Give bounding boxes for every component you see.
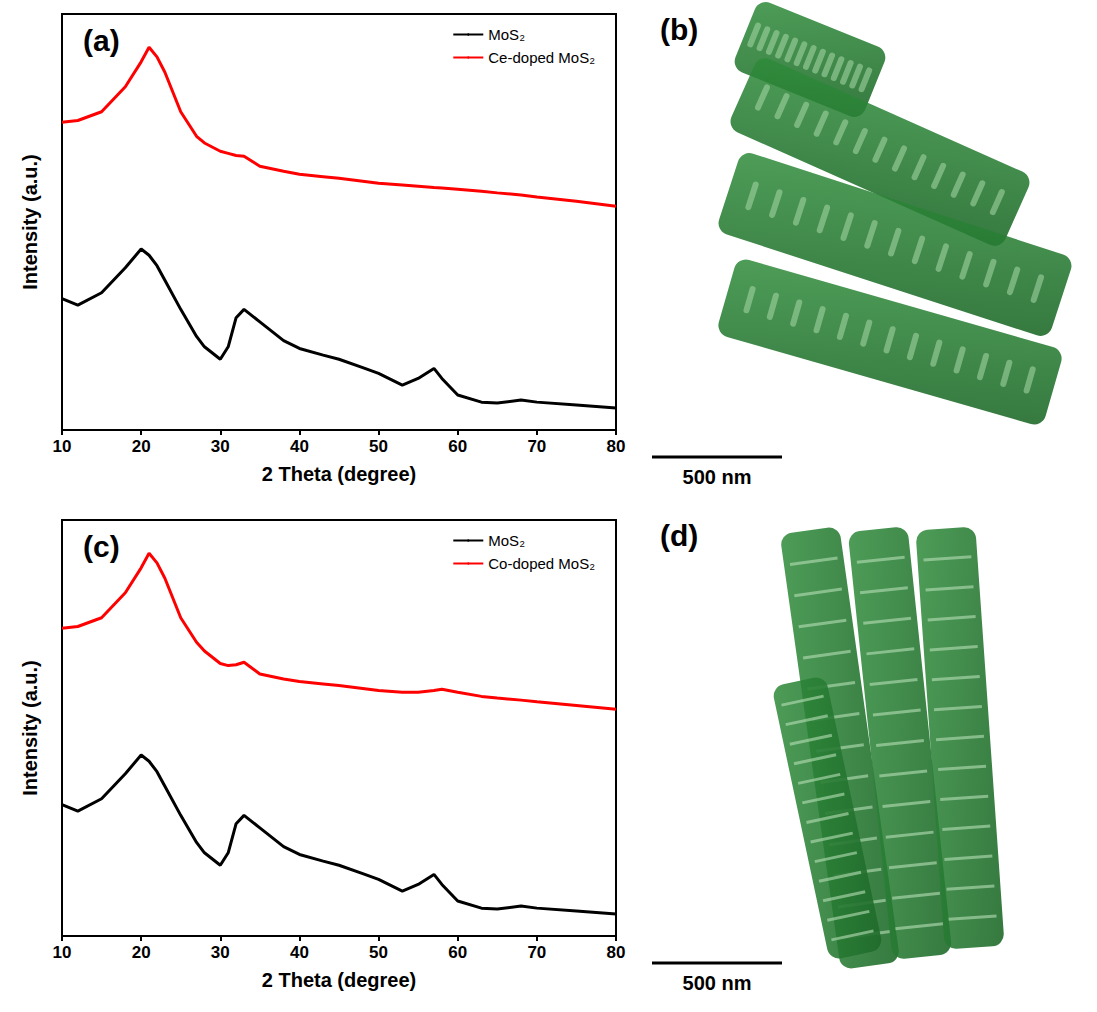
svg-text:60: 60 [448, 437, 467, 456]
svg-text:10: 10 [53, 943, 72, 962]
svg-text:2 Theta (degree): 2 Theta (degree) [262, 969, 416, 991]
svg-text:40: 40 [290, 943, 309, 962]
svg-text:(a): (a) [83, 24, 120, 57]
svg-text:2 Theta (degree): 2 Theta (degree) [262, 463, 416, 485]
svg-text:Intensity (a.u.): Intensity (a.u.) [19, 660, 41, 796]
svg-text:50: 50 [369, 437, 388, 456]
svg-text:500 nm: 500 nm [683, 466, 752, 488]
svg-text:500 nm: 500 nm [683, 972, 752, 994]
svg-text:30: 30 [211, 437, 230, 456]
svg-text:Co-doped MoS₂: Co-doped MoS₂ [488, 555, 595, 572]
svg-text:40: 40 [290, 437, 309, 456]
svg-text:(b): (b) [660, 13, 698, 46]
svg-text:Intensity (a.u.): Intensity (a.u.) [19, 154, 41, 290]
svg-text:80: 80 [607, 943, 626, 962]
svg-text:70: 70 [527, 437, 546, 456]
svg-text:20: 20 [132, 437, 151, 456]
svg-text:60: 60 [448, 943, 467, 962]
svg-text:20: 20 [132, 943, 151, 962]
svg-text:10: 10 [53, 437, 72, 456]
svg-text:70: 70 [527, 943, 546, 962]
svg-text:(d): (d) [660, 519, 698, 552]
svg-text:MoS₂: MoS₂ [488, 26, 525, 43]
svg-text:(c): (c) [83, 530, 120, 563]
svg-text:MoS₂: MoS₂ [488, 532, 525, 549]
svg-text:Ce-doped MoS₂: Ce-doped MoS₂ [488, 49, 595, 66]
svg-text:50: 50 [369, 943, 388, 962]
svg-text:80: 80 [607, 437, 626, 456]
svg-text:30: 30 [211, 943, 230, 962]
